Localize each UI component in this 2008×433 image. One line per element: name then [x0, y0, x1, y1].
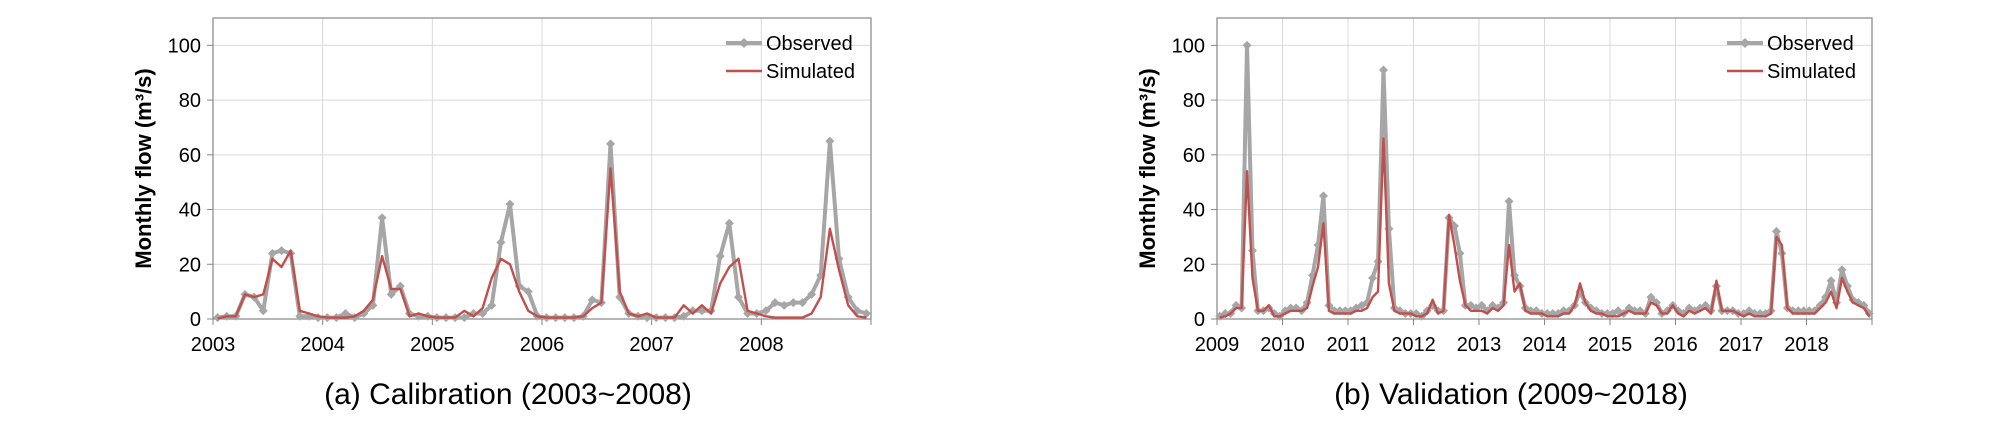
- chart-calibration: 0 20 40 60 80 100 2003 2004 2005 2006 2007 2008 Mont…: [131, 17, 872, 356]
- x-tick-label: 2015: [1588, 334, 1633, 356]
- x-tick-label: 2009: [1195, 334, 1240, 356]
- y-tick-label: 100: [1172, 35, 1205, 57]
- observed-point: [1826, 276, 1836, 286]
- x-tick-label: 2016: [1653, 334, 1698, 356]
- observed-point: [770, 298, 780, 308]
- observed-point: [1378, 65, 1388, 75]
- x-tick-label: 2007: [629, 334, 674, 356]
- observed-point: [505, 199, 515, 209]
- x-tick-label: 2006: [520, 334, 565, 356]
- legend-label-simulated: Simulated: [1767, 61, 1856, 83]
- observed-point: [459, 313, 469, 323]
- observed-point: [1559, 306, 1569, 316]
- x-tick-label: 2013: [1457, 334, 1502, 356]
- y-tick-label: 80: [179, 90, 201, 112]
- observed-point: [1308, 270, 1318, 280]
- observed-point: [679, 311, 689, 321]
- observed-point: [733, 292, 743, 302]
- y-tick-label: 100: [168, 35, 201, 57]
- observed-point: [1488, 300, 1498, 310]
- observed-point: [1821, 292, 1831, 302]
- y-tick-label: 20: [1183, 254, 1205, 276]
- legend-label-observed: Observed: [1767, 33, 1854, 55]
- y-axis-label: Monthly flow (m³/s): [1135, 68, 1160, 268]
- chart-caption-validation: (b) Validation (2009~2018): [1334, 378, 1688, 411]
- y-tick-label: 60: [1183, 145, 1205, 167]
- observed-point: [1357, 300, 1367, 310]
- x-tick-label: 2010: [1260, 334, 1305, 356]
- observed-point: [788, 298, 798, 308]
- observed-point: [715, 251, 725, 261]
- y-tick-label: 0: [1194, 309, 1205, 331]
- chart-panel-calibration: 0 20 40 60 80 100 2003 2004 2005 2006 2007 2008 Mont…: [0, 0, 1004, 428]
- x-tick-label: 2008: [739, 334, 784, 356]
- y-axis-label: Monthly flow (m³/s): [131, 68, 156, 268]
- x-tick-label: 2018: [1784, 334, 1829, 356]
- legend-marker-observed: [1740, 38, 1750, 48]
- y-tick-label: 40: [179, 200, 201, 222]
- y-tick-label: 20: [179, 254, 201, 276]
- observed-point: [825, 136, 835, 146]
- observed-point: [1771, 226, 1781, 236]
- observed-point: [724, 218, 734, 228]
- observed-point: [258, 306, 268, 316]
- observed-point: [587, 295, 597, 305]
- observed-point: [487, 300, 497, 310]
- y-tick-label: 60: [179, 145, 201, 167]
- observed-point: [1368, 273, 1378, 283]
- observed-point: [1318, 191, 1328, 201]
- observed-point: [377, 213, 387, 223]
- legend-label-observed: Observed: [766, 33, 853, 55]
- observed-point: [267, 248, 277, 258]
- observed-point: [1701, 300, 1711, 310]
- chart-panel-validation: 0 20 40 60 80 100 2009 2010 2011 2012 2013 2014 2015…: [1004, 0, 2008, 428]
- x-tick-label: 2005: [410, 334, 455, 356]
- observed-point: [606, 139, 616, 149]
- observed-point: [1242, 40, 1252, 50]
- series-line-simulated: [1219, 137, 1871, 319]
- x-tick-label: 2012: [1391, 334, 1436, 356]
- x-tick-label: 2004: [300, 334, 345, 356]
- observed-point: [496, 237, 506, 247]
- observed-point: [1624, 303, 1634, 313]
- observed-point: [807, 289, 817, 299]
- chart-caption-calibration: (a) Calibration (2003~2008): [324, 378, 692, 411]
- x-tick-label: 2011: [1326, 334, 1369, 356]
- plot-frame: [212, 17, 872, 320]
- observed-point: [797, 298, 807, 308]
- observed-point: [341, 309, 351, 319]
- observed-point: [1815, 300, 1825, 310]
- legend-marker-observed: [739, 38, 749, 48]
- chart-validation: 0 20 40 60 80 100 2009 2010 2011 2012 2013 2014 2015…: [1135, 17, 1874, 356]
- y-tick-label: 80: [1183, 90, 1205, 112]
- x-tick-label: 2017: [1719, 334, 1764, 356]
- observed-point: [277, 246, 287, 256]
- x-tick-label: 2014: [1522, 334, 1567, 356]
- x-tick-label: 2003: [191, 334, 236, 356]
- observed-point: [1837, 265, 1847, 275]
- observed-point: [1788, 306, 1798, 316]
- observed-point: [1247, 246, 1257, 256]
- observed-point: [1493, 303, 1503, 313]
- observed-point: [1477, 300, 1487, 310]
- observed-point: [1504, 196, 1514, 206]
- series-line-simulated: [217, 167, 867, 320]
- legend-label-simulated: Simulated: [766, 61, 855, 83]
- plot-frame: [1216, 17, 1873, 320]
- observed-point: [761, 306, 771, 316]
- observed-point: [1651, 298, 1661, 308]
- observed-point: [386, 289, 396, 299]
- observed-point: [1646, 292, 1656, 302]
- y-tick-label: 40: [1183, 200, 1205, 222]
- observed-point: [1864, 309, 1874, 319]
- y-tick-label: 0: [190, 309, 201, 331]
- observed-point: [861, 309, 871, 319]
- observed-point: [1455, 248, 1465, 258]
- observed-point: [779, 300, 789, 310]
- observed-point: [523, 287, 533, 297]
- observed-point: [295, 311, 305, 321]
